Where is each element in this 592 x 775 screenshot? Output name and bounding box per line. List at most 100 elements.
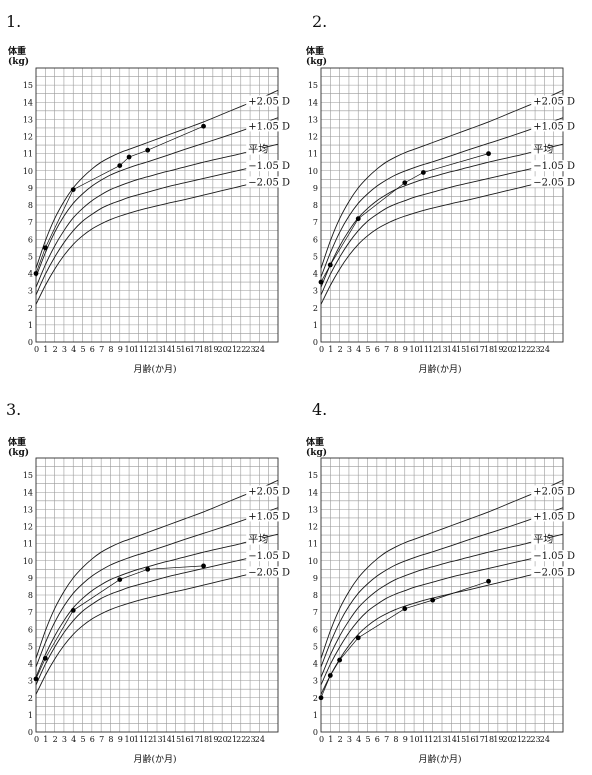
y-tick-label: 4: [313, 270, 318, 279]
y-tick-label: 5: [28, 642, 33, 651]
y-tick-label: 7: [28, 218, 33, 227]
x-tick-label: 17: [475, 345, 485, 354]
x-tick-label: 17: [475, 735, 485, 744]
x-tick-label: 7: [384, 345, 389, 354]
curve-label-backdrop: [246, 566, 294, 578]
x-tick-label: 20: [218, 735, 228, 744]
y-tick-label: 10: [308, 167, 318, 176]
curve-label: −1.05 D: [248, 551, 290, 562]
y-tick-label: 1: [313, 711, 318, 720]
x-tick-label: 2: [53, 735, 58, 744]
x-tick-label: 18: [484, 345, 494, 354]
x-tick-label: 9: [403, 735, 408, 744]
data-point: [318, 695, 324, 701]
x-tick-label: 19: [208, 345, 218, 354]
y-tick-label: 14: [308, 488, 318, 497]
reference-curve: [320, 507, 564, 668]
curve-label: −2.05 D: [533, 567, 575, 578]
x-tick-label: 19: [208, 735, 218, 744]
curve-label: +2.05 D: [248, 486, 290, 497]
y-tick-label: 9: [313, 574, 318, 583]
y-tick-label: 4: [28, 270, 33, 279]
curve-label: +2.05 D: [533, 486, 575, 497]
y-tick-label: 15: [23, 471, 33, 480]
x-tick-label: 1: [328, 735, 333, 744]
curve-label: 平均: [533, 144, 553, 156]
data-point: [33, 271, 39, 276]
y-tick-label: 0: [28, 728, 33, 737]
reference-curve: [320, 566, 564, 695]
curve-label: −1.05 D: [248, 161, 290, 172]
x-tick-label: 1: [328, 345, 333, 354]
x-tick-label: 0: [34, 345, 39, 354]
x-tick-label: 20: [503, 345, 513, 354]
x-tick-label: 12: [428, 345, 438, 354]
x-tick-label: 12: [428, 735, 438, 744]
x-tick-label: 11: [419, 735, 429, 744]
reference-curve: [320, 143, 564, 288]
y-tick-label: 9: [28, 574, 33, 583]
y-tick-label: 12: [23, 133, 33, 142]
x-tick-label: 1: [43, 735, 48, 744]
x-tick-label: 5: [80, 345, 85, 354]
x-tick-label: 4: [356, 345, 361, 354]
curve-label-backdrop: [531, 176, 579, 188]
x-tick-label: 14: [162, 345, 172, 354]
reference-curve: [320, 479, 564, 659]
y-tick-label: 0: [313, 728, 318, 737]
curve-label-backdrop: [246, 550, 294, 562]
y-tick-label: 15: [308, 471, 318, 480]
x-tick-label: 18: [484, 735, 494, 744]
x-tick-label: 19: [493, 735, 503, 744]
x-tick-label: 8: [108, 735, 113, 744]
x-tick-label: 14: [447, 735, 457, 744]
y-tick-label: 7: [313, 608, 318, 617]
x-tick-label: 5: [365, 735, 370, 744]
curve-label: 平均: [248, 144, 268, 156]
y-tick-label: 5: [313, 642, 318, 651]
curve-label: +1.05 D: [248, 511, 290, 522]
data-point: [42, 655, 48, 661]
x-tick-label: 5: [365, 345, 370, 354]
x-tick-label: 9: [118, 345, 123, 354]
y-axis-label: 体重: [8, 436, 26, 448]
reference-curve: [320, 176, 564, 305]
x-tick-label: 23: [530, 735, 540, 744]
curve-label-backdrop: [531, 533, 548, 545]
y-tick-label: 8: [28, 591, 33, 600]
x-tick-label: 24: [255, 735, 265, 744]
x-tick-label: 13: [437, 345, 447, 354]
x-tick-label: 13: [152, 735, 162, 744]
x-tick-label: 16: [180, 735, 190, 744]
x-tick-label: 11: [134, 345, 144, 354]
y-tick-label: 15: [23, 81, 33, 90]
curve-label: −2.05 D: [533, 177, 575, 188]
x-tick-label: 6: [90, 345, 95, 354]
curve-label: −1.05 D: [533, 551, 575, 562]
x-tick-label: 24: [540, 345, 550, 354]
reference-curve: [35, 160, 279, 296]
x-tick-label: 15: [456, 735, 466, 744]
x-tick-label: 6: [375, 735, 380, 744]
y-axis-label: (kg): [306, 56, 327, 67]
x-tick-label: 3: [62, 345, 67, 354]
reference-curve: [35, 566, 279, 695]
data-point: [486, 578, 491, 584]
y-tick-label: 9: [28, 184, 33, 193]
x-tick-label: 3: [347, 735, 352, 744]
x-tick-label: 17: [190, 345, 200, 354]
data-point: [145, 147, 151, 153]
x-tick-label: 21: [512, 735, 522, 744]
x-tick-label: 23: [245, 345, 255, 354]
data-point: [402, 606, 408, 612]
x-tick-label: 4: [71, 735, 76, 744]
y-tick-label: 8: [313, 591, 318, 600]
reference-curve: [320, 160, 564, 296]
y-tick-label: 12: [23, 523, 33, 532]
curve-label: +1.05 D: [533, 511, 575, 522]
panel-number: 3.: [6, 400, 21, 419]
y-tick-label: 2: [28, 304, 33, 313]
